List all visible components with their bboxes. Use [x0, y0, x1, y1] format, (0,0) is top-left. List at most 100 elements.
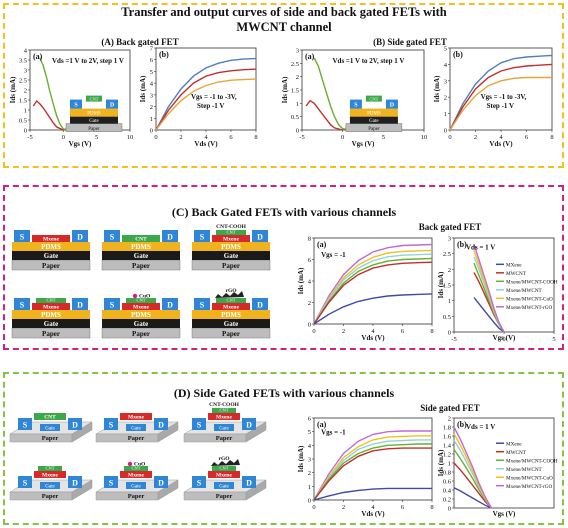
y-tick-label: 2 [308, 470, 311, 477]
y-tick-label: 3.5 [19, 58, 27, 65]
annotation-line-2: Step -1 V [487, 102, 514, 110]
x-tick-label: 4 [204, 134, 208, 141]
d-label: D [158, 479, 164, 488]
source-electrode [194, 230, 210, 242]
annotation: Vds = 1 V [466, 243, 495, 251]
y-tick-label: 1.5 [291, 88, 299, 95]
paper-label: Paper [88, 127, 100, 132]
annotation: Vgs = -1 to -3V, [481, 93, 527, 101]
x-tick-label: 5 [552, 336, 555, 342]
d-label: D [390, 103, 395, 109]
y-tick-label: 1.8 [443, 425, 451, 432]
y-tick-label: 3 [448, 236, 451, 243]
legend-entry: Mxene/MWCNT [506, 288, 543, 294]
panel-label: (a) [317, 240, 327, 249]
mxene-layer [208, 471, 240, 478]
y-tick-label: 3 [24, 68, 27, 75]
d-label: D [246, 479, 252, 488]
paper-label: Paper [132, 262, 150, 270]
gate-label: Gate [45, 427, 55, 432]
y-tick-label: 4 [308, 443, 312, 450]
gate-layer [349, 116, 398, 124]
paper-side [71, 421, 93, 443]
paper-label: Paper [42, 262, 60, 270]
chart-svg: 0 0.2 0.4 0.6 0.8 1 1.2 1.4 1.6 1.8 2 (b) Vgs (V) Ids… [437, 416, 558, 519]
series-line [453, 487, 492, 509]
plot-area [155, 47, 257, 131]
s-label: S [197, 479, 202, 488]
series-line [453, 426, 493, 509]
x-tick-label: -5 [451, 336, 456, 342]
drain-electrode [154, 476, 168, 488]
chart-c-output: 0 2 4 6 8 0 2 4 6 8 (a) Vds (V) Ids (mA) Vgs = -1 [296, 230, 438, 343]
x-tick-label: 4 [371, 328, 375, 335]
section-c-frame [3, 185, 564, 350]
paper-label: Paper [132, 330, 150, 338]
gate-label: Gate [219, 427, 229, 432]
gate-electrode [40, 482, 60, 489]
y-axis-label: Ids (mA) [9, 76, 17, 103]
y-tick-label: 6 [308, 416, 312, 423]
y-tick-label: 0 [444, 128, 447, 135]
drain-electrode [68, 418, 82, 430]
cnt-top-label: CNT [46, 466, 55, 471]
mxene-layer [120, 413, 152, 420]
s-label: S [200, 233, 205, 242]
source-electrode [18, 418, 32, 430]
x-tick-label: -5 [27, 134, 32, 141]
mxene-layer [32, 235, 70, 242]
y-tick-label: 2 [150, 104, 153, 111]
x-axis-label: Vgs (V) [493, 510, 516, 518]
pdms-label: PDMS [221, 311, 241, 319]
s-label: S [20, 233, 25, 242]
y-tick-label: 0 [308, 498, 311, 505]
cnt-top-label: CNT [47, 298, 56, 303]
panel-label: (b) [457, 240, 467, 249]
mxene-label: Mxene [223, 305, 239, 311]
x-tick-label: 5 [382, 134, 385, 141]
source-electrode [104, 476, 118, 488]
rgo-label: rGO [219, 456, 231, 462]
drain-electrode [162, 298, 178, 310]
pdms-label: PDMS [41, 311, 61, 319]
source-electrode [194, 298, 210, 310]
y-tick-label: 1.6 [443, 434, 452, 441]
cnt-top-layer [36, 298, 66, 303]
gate-label: Gate [224, 252, 238, 260]
legend-entry: MWCNT [506, 450, 527, 456]
rgo-label: rGO [226, 288, 238, 294]
pdms-layer [192, 310, 270, 319]
gate-electrode [126, 482, 146, 489]
x-tick-label: 2 [342, 328, 345, 335]
cnt-top-layer [212, 408, 236, 413]
legend-entry: MXene [506, 263, 522, 269]
channel-layer [86, 95, 102, 102]
y-tick-label: 0 [308, 322, 311, 329]
chart-svg: 00.511.522.53-5 0 5(b)Vgs (V)Ids (mA)Vds =… [437, 236, 558, 344]
gate-label: Gate [45, 485, 55, 490]
d-label: D [246, 421, 252, 430]
legend-entry: Mxene/MWCNT-COOH [506, 458, 558, 464]
x-tick-label: 4 [499, 134, 503, 141]
series-line [449, 54, 553, 131]
y-tick-label: 0 [448, 506, 451, 513]
source-electrode [192, 476, 206, 488]
x-tick-label: 8 [430, 504, 433, 511]
x-tick-label: 0 [154, 134, 157, 141]
chart-d-output: 0 1 2 3 4 5 6 0 2 4 6 8 (a) Vds (V) Ids (mA) Vgs = -1 [296, 410, 438, 519]
gate-electrode [214, 424, 234, 431]
y-tick-label: 1 [150, 116, 153, 123]
y-tick-label: 8 [308, 236, 311, 243]
s-label: S [109, 421, 114, 430]
series-line [313, 443, 432, 501]
gate-layer [102, 251, 180, 260]
y-tick-label: 3 [308, 457, 311, 464]
x-tick-label: 0 [502, 336, 505, 342]
source-electrode [104, 298, 120, 310]
mxene-label: Mxene [42, 473, 58, 479]
series-line [313, 261, 433, 325]
drain-electrode [106, 99, 118, 109]
pdms-label: PDMS [131, 311, 151, 319]
gate-label: Gate [44, 320, 58, 328]
